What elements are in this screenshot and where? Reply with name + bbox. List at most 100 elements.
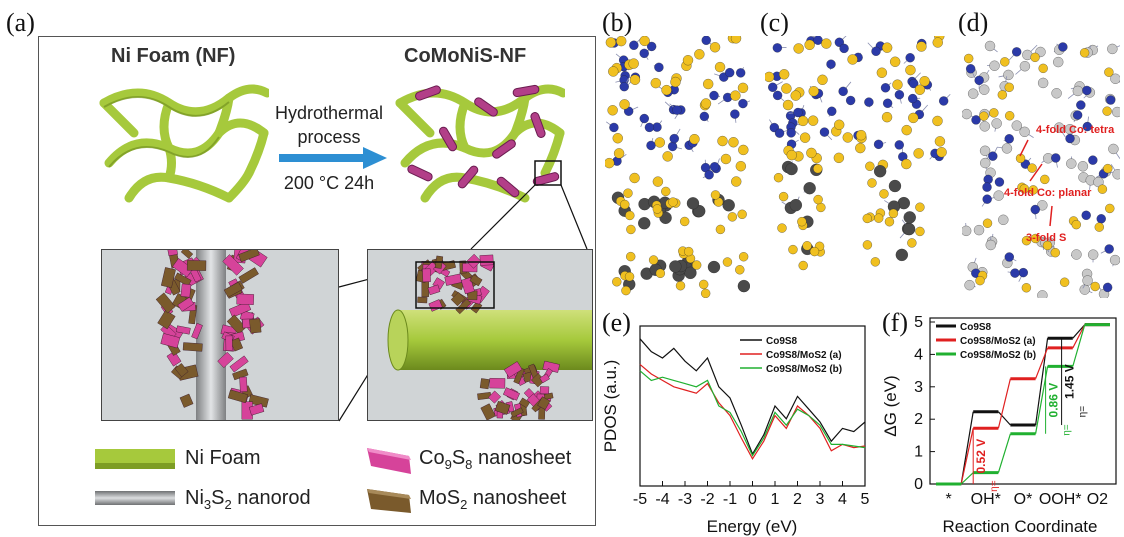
nanosheet [179,393,194,408]
nanosheet [182,342,203,352]
nanosheet [217,351,234,369]
eta-label: η= [1078,406,1089,418]
atom [737,279,750,293]
pdos-series-line-2 [639,363,866,460]
eta-label: η= [1062,424,1073,436]
atom [682,55,694,66]
pdos-xtick-label: -4 [655,491,669,508]
atom [1040,174,1050,185]
atom [826,59,836,69]
atom [867,178,877,188]
atom [1097,184,1108,194]
nanosheet [417,296,428,304]
atom [736,68,746,78]
atom [905,64,916,76]
atom [629,74,641,85]
atom [670,76,681,88]
nanosheet [422,268,431,283]
atom [798,260,808,271]
atom [1000,57,1010,67]
atom [797,115,809,127]
energy-plot-frame [929,317,1117,485]
atom [806,147,817,159]
atom [703,78,714,90]
atom [667,141,678,152]
energy-ytick-label: 0 [914,476,923,493]
atom [699,279,709,290]
atom [1027,163,1037,173]
atom [901,158,912,170]
comonis-nf-illustration [395,73,565,203]
atom [813,194,823,205]
atom [735,161,746,172]
atom [701,288,711,298]
nanosheet [477,392,492,400]
atom [901,124,912,136]
atom [855,142,866,154]
atom [737,82,749,94]
nanosheet [175,325,191,335]
atom [1053,56,1064,68]
co9s8-legend-label: Co9S8 nanosheet [419,447,572,472]
nanosheet [174,272,192,287]
atom [639,113,649,124]
atom [1102,106,1112,116]
atom [647,41,657,52]
atom [994,177,1005,187]
foam-strut-illustration [387,253,592,424]
nanorod-legend-label: Ni3S2 nanorod [185,487,311,512]
arrow-label-bottom: 200 °C 24h [283,173,375,193]
atom [871,46,881,56]
energy-connector-3 [960,472,974,485]
atom [1037,200,1048,211]
nanosheet [494,400,511,415]
energy-xtick-label: OH* [971,491,1001,508]
atom [717,135,728,147]
atom [704,170,714,180]
atom [984,40,996,52]
atom [714,61,726,73]
atom [905,53,915,63]
atom [1050,248,1060,258]
atom [913,148,924,159]
atom [608,66,619,77]
nanosheet [236,293,255,305]
nanosheet [466,253,482,269]
atom [709,42,721,53]
energy-xtick-label: O2 [1087,491,1108,508]
atom [988,151,998,161]
atom [964,53,974,64]
atom [802,241,812,251]
nanosheet [469,274,483,287]
ni-foam-legend-swatch [95,449,175,469]
annotation-planar: 4-fold Co: planar [1004,187,1092,199]
atom [629,40,639,50]
nanosheet [539,373,550,384]
atom [873,139,884,149]
atom [772,90,783,101]
atom [813,36,823,45]
structure-b [605,36,750,298]
atom [786,128,796,138]
atom [1090,281,1100,292]
nanosheet [160,267,176,289]
nanosheet [444,273,462,286]
panel-label-c: (c) [760,8,789,37]
ni-foam-illustration [99,73,269,203]
pdos-xtick-label: 3 [816,491,825,508]
nanosheet [225,335,233,351]
panel-label-d: (d) [958,8,989,37]
pdos-legend-entry-1: Co9S8 [766,336,798,347]
atom [966,64,976,74]
pdos-series-line-1 [639,338,866,456]
atom [737,209,747,219]
atom [661,84,672,96]
atom [1088,155,1098,165]
ni-foam-title: Ni Foam (NF) [111,45,236,67]
annotation-tetra: 4-fold Co: tetra [1036,124,1115,136]
atom [686,197,700,210]
atom [884,217,895,227]
atom [1019,61,1031,72]
energy-ytick-label: 1 [914,444,923,461]
atom [813,164,823,174]
